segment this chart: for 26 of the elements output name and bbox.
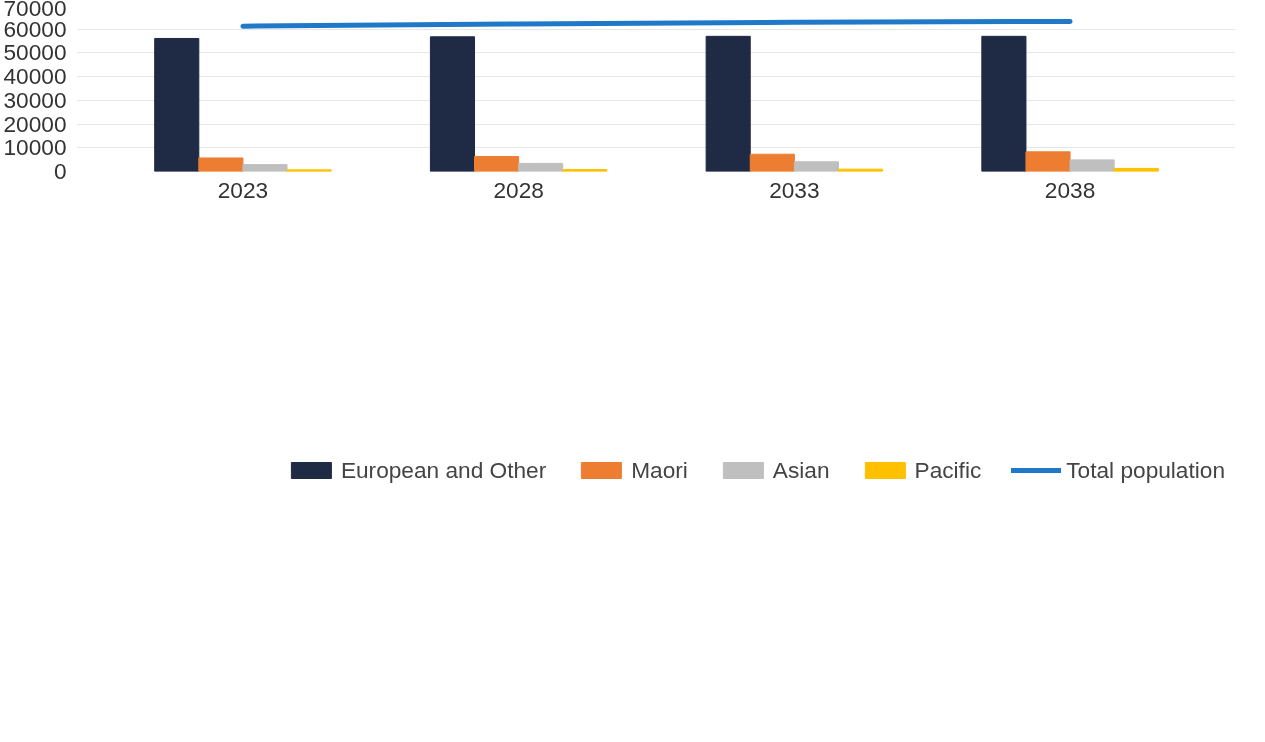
- bar: [242, 164, 288, 172]
- x-tick-label: 2033: [769, 176, 820, 203]
- bar: [154, 37, 200, 172]
- bar: [981, 35, 1027, 172]
- bar: [474, 156, 520, 172]
- x-tick-label: 2023: [217, 176, 269, 203]
- legend-label: European and Other: [340, 456, 547, 484]
- legend-label: Total population: [1066, 456, 1225, 484]
- y-tick-label: 10000: [3, 134, 67, 161]
- bar: [749, 153, 795, 172]
- bar: [429, 36, 476, 172]
- legend-label: Maori: [631, 456, 688, 484]
- bar: [1025, 151, 1071, 172]
- y-tick-label: 50000: [3, 39, 67, 66]
- y-tick-label: 20000: [3, 110, 67, 137]
- legend-label: Pacific: [914, 456, 982, 484]
- bar: [837, 168, 884, 172]
- bar: [793, 161, 839, 172]
- legend-label: Asian: [772, 456, 830, 484]
- y-tick-label: 0: [53, 158, 67, 184]
- bar: [198, 157, 244, 172]
- bar: [518, 162, 564, 172]
- x-tick-label: 2038: [1044, 176, 1096, 203]
- bar: [1069, 159, 1115, 172]
- bar: [705, 35, 751, 172]
- x-tick-label: 2028: [493, 176, 544, 203]
